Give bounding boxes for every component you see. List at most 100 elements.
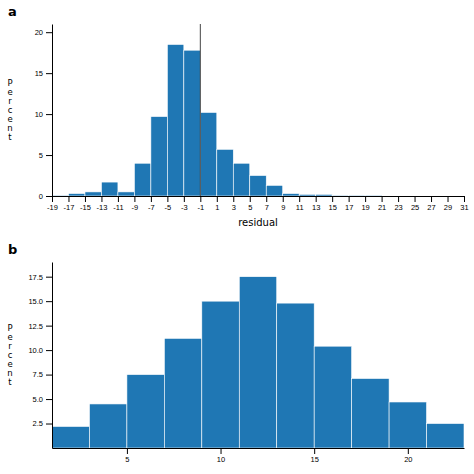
bar <box>184 50 200 196</box>
tick-mark <box>431 196 432 202</box>
tick: 27 <box>427 196 435 212</box>
plot-area <box>52 24 382 196</box>
bar <box>118 192 134 196</box>
tick: 20 <box>35 28 52 37</box>
bar <box>164 338 201 448</box>
bar <box>202 301 239 448</box>
title: b <box>8 242 17 257</box>
bar <box>277 303 314 448</box>
tick-mark <box>316 196 317 202</box>
tick-mark <box>365 196 366 202</box>
tick-mark <box>151 196 152 202</box>
tick-mark <box>250 196 251 202</box>
tick: -11 <box>113 196 123 212</box>
tick: 29 <box>444 196 452 212</box>
tick-label: 27 <box>427 203 435 212</box>
bar <box>250 176 266 196</box>
bar <box>382 196 398 197</box>
tick-label: 7.5 <box>33 370 43 379</box>
tick-label: 5.0 <box>33 395 43 404</box>
tick-label: -3 <box>181 203 188 212</box>
tick-mark <box>127 448 128 454</box>
tick: -17 <box>64 196 75 212</box>
tick-mark <box>46 73 52 74</box>
tick-label: -15 <box>80 203 91 212</box>
tick-label: 31 <box>460 203 468 212</box>
tick-label: 1 <box>215 203 219 212</box>
tick-label: -1 <box>197 203 204 212</box>
tick-mark <box>46 399 52 400</box>
tick: 10 <box>35 110 52 119</box>
bar <box>68 194 84 196</box>
tick-mark <box>134 196 135 202</box>
y-axis-title: Percent <box>7 78 12 142</box>
tick-mark <box>46 277 52 278</box>
tick-label: 29 <box>444 203 452 212</box>
bar <box>283 194 299 196</box>
tick-label: 5 <box>39 151 43 160</box>
tick-mark <box>332 196 333 202</box>
tick-label: 25 <box>411 203 419 212</box>
axis-line <box>53 448 465 449</box>
tick: -7 <box>148 196 155 212</box>
bar <box>398 196 414 197</box>
bar <box>365 195 381 196</box>
tick: 5 <box>248 196 252 212</box>
tick: 19 <box>361 196 369 212</box>
tick-mark <box>46 375 52 376</box>
bar <box>200 112 216 196</box>
tick-mark <box>184 196 185 202</box>
bar <box>266 185 282 196</box>
bar <box>299 194 315 196</box>
y-axis: 05101520 <box>35 25 53 201</box>
tick: 31 <box>460 196 468 212</box>
tick-label: 15.0 <box>28 297 43 306</box>
bar <box>217 149 233 196</box>
tick-mark <box>398 196 399 202</box>
tick-mark <box>233 196 234 202</box>
tick: 12.5 <box>28 322 52 331</box>
tick: 7.5 <box>33 370 52 379</box>
tick: 5 <box>125 448 129 464</box>
tick-label: 15 <box>328 203 336 212</box>
tick-mark <box>46 32 52 33</box>
tick-mark <box>46 301 52 302</box>
tick: 3 <box>232 196 236 212</box>
plot-area <box>52 277 464 448</box>
tick: 20 <box>404 448 412 464</box>
axis-line <box>52 25 53 197</box>
tick: 1 <box>215 196 219 212</box>
tick-label: -9 <box>132 203 139 212</box>
y-axis: 2.55.07.510.012.515.017.5 <box>28 263 52 449</box>
tick: 15 <box>328 196 336 212</box>
bar <box>332 195 348 196</box>
tick-mark <box>217 196 218 202</box>
tick-label: 17.5 <box>28 273 43 282</box>
tick-mark <box>448 196 449 202</box>
tick-mark <box>85 196 86 202</box>
tick-mark <box>167 196 168 202</box>
bar <box>427 424 464 448</box>
tick: 7 <box>265 196 269 212</box>
bar <box>151 117 167 196</box>
tick-label: 12.5 <box>28 322 43 331</box>
tick: 23 <box>394 196 402 212</box>
tick-mark <box>46 155 52 156</box>
tick: 5 <box>39 151 52 160</box>
bar <box>52 426 89 448</box>
tick: -5 <box>165 196 172 212</box>
bar <box>89 404 126 448</box>
tick-label: 10.0 <box>28 346 43 355</box>
tick: 11 <box>296 196 304 212</box>
bar <box>85 192 101 196</box>
tick-mark <box>415 196 416 202</box>
tick-label: 20 <box>404 455 412 464</box>
tick: -9 <box>132 196 139 212</box>
bar <box>167 44 183 196</box>
tick: 9 <box>281 196 285 212</box>
tick-mark <box>200 196 201 202</box>
tick: 17 <box>345 196 353 212</box>
tick: -3 <box>181 196 188 212</box>
tick-mark <box>46 196 52 197</box>
reference-line <box>200 24 201 196</box>
